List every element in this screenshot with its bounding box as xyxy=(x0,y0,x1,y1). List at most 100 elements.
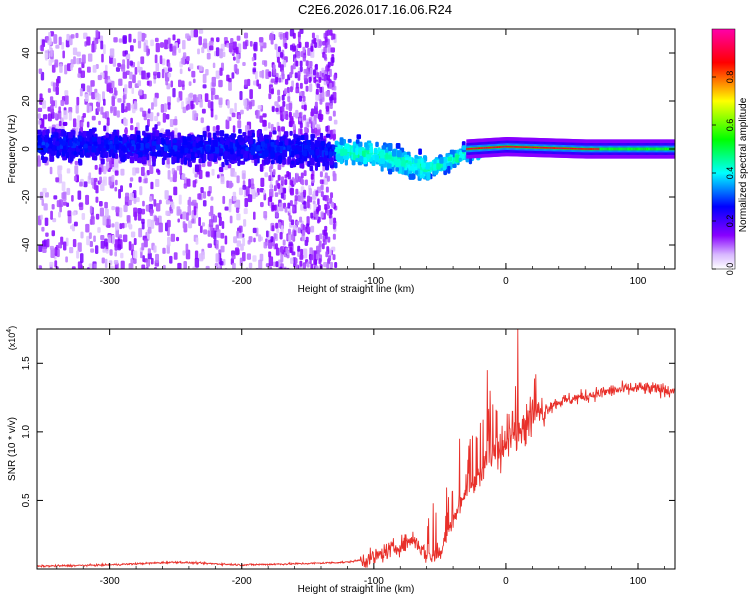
heatmap-cell xyxy=(321,67,325,73)
heatmap-cell xyxy=(58,106,61,114)
heatmap-cell xyxy=(102,91,105,101)
heatmap-cell xyxy=(178,79,182,88)
heatmap-cell xyxy=(137,61,140,70)
heatmap-cell xyxy=(167,169,171,180)
heatmap-cell xyxy=(114,241,118,251)
heatmap-cell xyxy=(241,170,246,180)
heatmap-cell xyxy=(240,160,246,165)
heatmap-cell xyxy=(468,156,473,165)
heatmap-cell xyxy=(137,31,142,42)
heatmap-cell xyxy=(233,171,237,178)
heatmap-cell xyxy=(640,148,643,150)
heatmap-cell xyxy=(169,177,173,182)
heatmap-cell xyxy=(562,147,565,150)
heatmap-cell xyxy=(176,206,181,216)
heatmap-cell xyxy=(272,64,276,71)
heatmap-cell xyxy=(59,63,63,73)
heatmap-cell xyxy=(280,176,285,185)
heatmap-cell xyxy=(289,247,293,254)
heatmap-cell xyxy=(622,148,625,150)
heatmap-cell xyxy=(452,163,457,169)
heatmap-cell xyxy=(52,217,57,223)
heatmap-cell xyxy=(295,188,299,195)
heatmap-cell xyxy=(211,76,216,87)
heatmap-cell xyxy=(599,148,602,150)
heatmap-cell xyxy=(332,145,336,150)
heatmap-cell xyxy=(296,220,300,226)
heatmap-cell xyxy=(501,146,504,148)
heatmap-cell xyxy=(128,33,132,43)
heatmap-cell xyxy=(185,243,189,254)
heatmap-cell xyxy=(173,186,178,196)
heatmap-cell xyxy=(101,257,105,264)
heatmap-cell xyxy=(529,146,532,149)
heatmap-cell xyxy=(284,138,289,146)
heatmap-cell xyxy=(197,193,202,200)
y-tick-label: -40 xyxy=(21,237,32,252)
heatmap-cell xyxy=(273,185,277,192)
heatmap-cell xyxy=(329,208,333,215)
heatmap-cell xyxy=(137,40,142,49)
heatmap-cell xyxy=(206,125,210,132)
heatmap-cell xyxy=(157,137,162,145)
heatmap-cell xyxy=(155,62,160,72)
heatmap-cell xyxy=(473,147,476,150)
heatmap-cell xyxy=(76,51,81,57)
heatmap-cell xyxy=(552,147,555,149)
heatmap-cell xyxy=(298,112,302,119)
heatmap-cell xyxy=(615,148,618,150)
heatmap-cell xyxy=(258,234,262,242)
heatmap-cell xyxy=(250,147,256,156)
heatmap-cell xyxy=(582,148,585,150)
heatmap-cell xyxy=(202,191,207,199)
heatmap-cell xyxy=(188,161,192,168)
heatmap-cell xyxy=(601,148,604,150)
heatmap-cell xyxy=(307,195,311,202)
heatmap-cell xyxy=(47,113,52,122)
heatmap-cell xyxy=(658,148,661,150)
heatmap-cell xyxy=(331,56,335,63)
heatmap-cell xyxy=(480,147,483,150)
heatmap-cell xyxy=(313,77,317,84)
heatmap-cell xyxy=(146,259,151,267)
heatmap-cell xyxy=(103,165,107,175)
heatmap-cell xyxy=(267,242,273,249)
heatmap-cell xyxy=(560,147,563,150)
heatmap-cell xyxy=(279,232,283,240)
heatmap-cell xyxy=(319,171,323,178)
colorbar: 0.00.20.40.60.8 Normalized spectral ampl… xyxy=(711,28,749,275)
heatmap-cell xyxy=(325,186,329,193)
heatmap-cell xyxy=(205,68,209,76)
heatmap-cell xyxy=(237,155,241,164)
heatmap-cell xyxy=(306,261,310,268)
heatmap-cell xyxy=(447,156,453,162)
heatmap-cell xyxy=(401,159,406,166)
heatmap-cell xyxy=(86,121,90,128)
heatmap-cell xyxy=(279,33,283,40)
heatmap-cell xyxy=(63,241,67,251)
heatmap-cell xyxy=(210,108,214,118)
heatmap-cell xyxy=(198,65,203,72)
heatmap-cell xyxy=(281,70,285,77)
heatmap-cell xyxy=(320,191,324,198)
heatmap-cell xyxy=(375,141,379,148)
heatmap-cell xyxy=(617,148,620,150)
heatmap-cell xyxy=(312,200,316,205)
heatmap-cell xyxy=(160,42,165,48)
heatmap-cell xyxy=(616,148,619,150)
heatmap-cell xyxy=(55,141,60,147)
heatmap-cell xyxy=(79,150,83,156)
heatmap-cell xyxy=(275,139,279,146)
heatmap-cell xyxy=(312,69,316,76)
heatmap-cell xyxy=(85,223,90,233)
heatmap-cell xyxy=(153,71,158,76)
heatmap-cell xyxy=(158,199,162,205)
heatmap-cell xyxy=(548,147,551,149)
heatmap-cell xyxy=(325,90,330,97)
heatmap-cell xyxy=(166,139,171,145)
snr-scale-prefix: (x10 xyxy=(7,333,17,351)
heatmap-cell xyxy=(299,95,303,102)
heatmap-cell xyxy=(42,129,46,136)
heatmap-cell xyxy=(583,148,586,150)
heatmap-cell xyxy=(304,126,308,133)
